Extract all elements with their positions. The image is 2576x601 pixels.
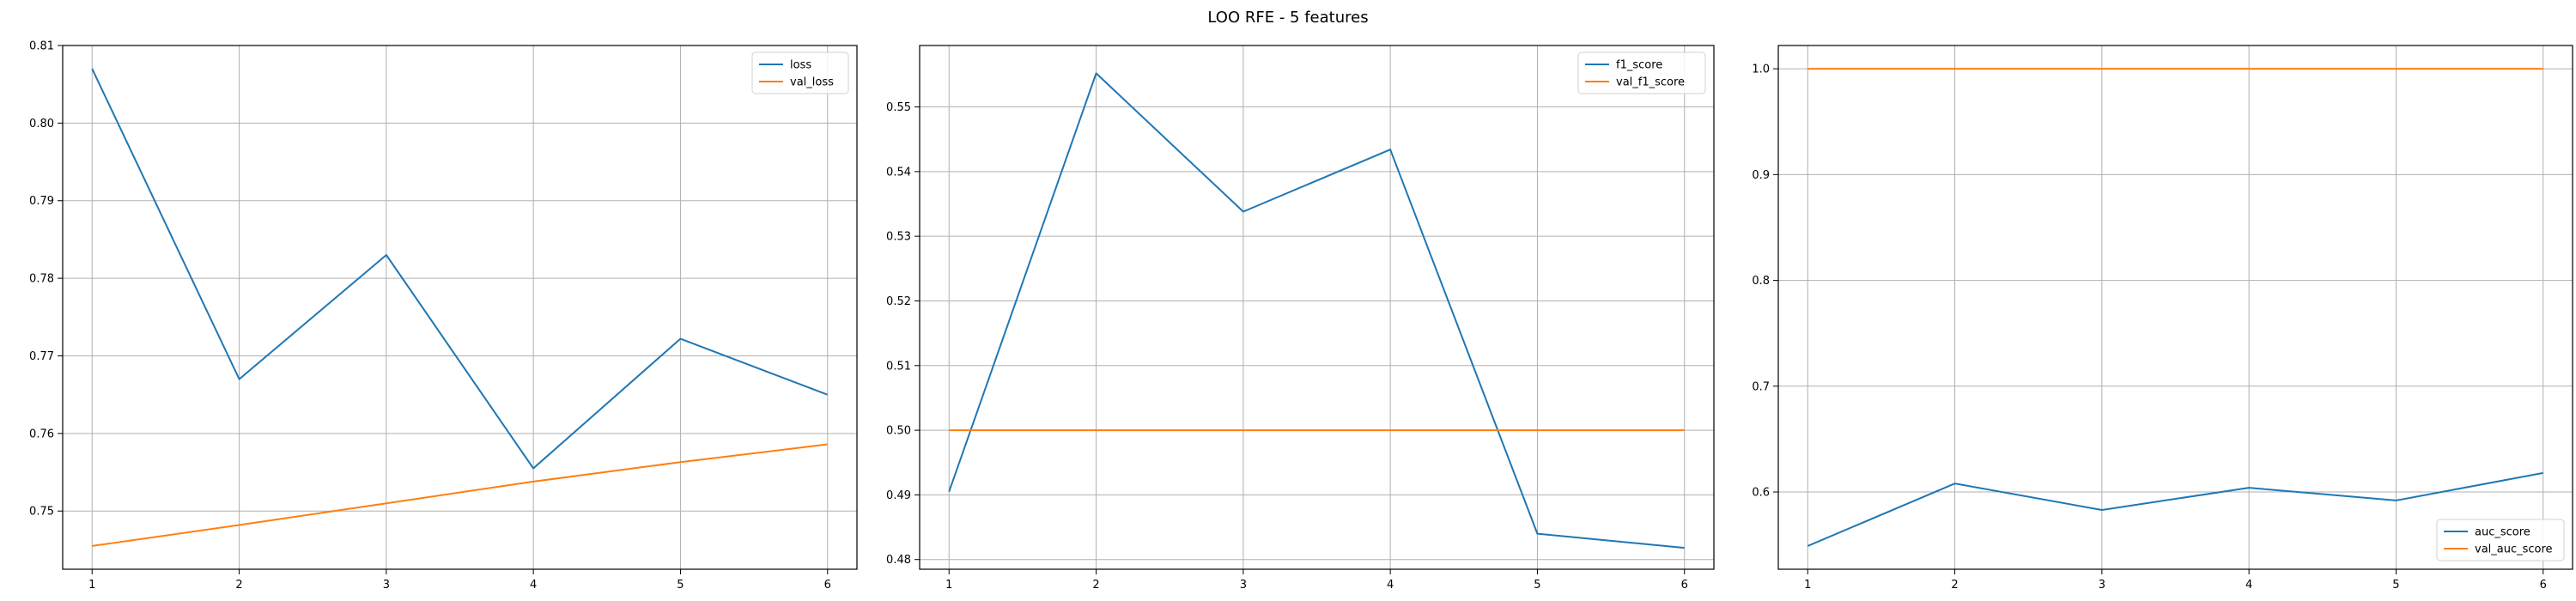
x-tick-label: 4 <box>530 579 537 592</box>
x-tick-label: 1 <box>945 579 952 592</box>
x-tick-label: 1 <box>88 579 95 592</box>
axes-frame <box>1777 45 2573 570</box>
legend-label-val_auc_score: val_auc_score <box>2475 543 2553 556</box>
x-tick-label: 4 <box>1387 579 1394 592</box>
y-tick-label: 0.50 <box>886 425 911 438</box>
series-line-val_loss <box>92 443 828 547</box>
y-tick-label: 0.81 <box>29 40 54 53</box>
x-tick-label: 3 <box>383 579 390 592</box>
legend-box <box>2436 519 2565 562</box>
legend-label-val_loss: val_loss <box>790 76 834 89</box>
x-tick-label: 6 <box>824 579 831 592</box>
x-tick-label: 2 <box>1951 579 1958 592</box>
y-tick-label: 0.6 <box>1752 487 1770 500</box>
subplot-auc-score: 1 2 3 4 5 6 0.6 0.7 0.8 0.9 1.0 auc_score val_auc_sc… <box>1752 45 2573 592</box>
y-tick-label: 0.76 <box>29 428 54 440</box>
y-tick-label: 0.51 <box>886 360 911 373</box>
legend: loss val_loss <box>751 52 849 94</box>
y-tick-label: 0.49 <box>886 489 911 502</box>
y-tick-label: 0.75 <box>29 506 54 519</box>
y-tick-label: 0.52 <box>886 295 911 308</box>
x-tick-label: 4 <box>2245 579 2252 592</box>
legend-box <box>751 52 849 94</box>
axes-frame <box>919 45 1715 570</box>
y-tick-label: 0.77 <box>29 350 54 363</box>
x-tick-label: 5 <box>2392 579 2399 592</box>
legend: f1_score val_f1_score <box>1577 52 1706 94</box>
y-tick-label: 1.0 <box>1752 64 1770 76</box>
legend: auc_score val_auc_score <box>2436 519 2565 562</box>
x-tick-label: 3 <box>2099 579 2105 592</box>
x-tick-label: 5 <box>677 579 683 592</box>
y-tick-label: 0.79 <box>29 195 54 208</box>
axes-frame <box>62 45 858 570</box>
figure-title: LOO RFE - 5 features <box>1207 9 1369 27</box>
x-tick-label: 1 <box>1804 579 1811 592</box>
x-tick-label: 2 <box>235 579 242 592</box>
legend-label-val_f1_score: val_f1_score <box>1616 76 1685 89</box>
legend-box <box>1577 52 1706 94</box>
subplot-f1-score: 1 2 3 4 5 6 0.48 0.49 0.50 0.51 0.52 0.53 0.54 0.55 f1… <box>886 45 1715 592</box>
y-tick-label: 0.55 <box>886 101 911 114</box>
legend-label-f1_score: f1_score <box>1616 59 1662 72</box>
series-line-loss <box>91 68 829 470</box>
y-tick-label: 0.53 <box>886 231 911 244</box>
subplot-loss: 1 2 3 4 5 6 0.75 0.76 0.77 0.78 0.79 0.80 0.81 loss va… <box>29 40 858 592</box>
y-tick-label: 0.78 <box>29 273 54 286</box>
legend-label-loss: loss <box>790 59 811 72</box>
y-tick-label: 0.7 <box>1752 380 1770 393</box>
x-tick-label: 3 <box>1240 579 1247 592</box>
y-tick-label: 0.54 <box>886 166 911 179</box>
y-tick-label: 0.8 <box>1752 275 1770 288</box>
series-line-auc_score <box>1807 471 2543 547</box>
series-line-f1_score <box>948 72 1685 549</box>
x-tick-label: 2 <box>1092 579 1099 592</box>
x-tick-label: 6 <box>2540 579 2547 592</box>
legend-label-auc_score: auc_score <box>2475 526 2530 539</box>
x-tick-label: 6 <box>1681 579 1688 592</box>
y-tick-label: 0.80 <box>29 118 54 131</box>
y-tick-label: 0.48 <box>886 554 911 567</box>
y-tick-label: 0.9 <box>1752 169 1770 182</box>
x-tick-label: 5 <box>1534 579 1540 592</box>
